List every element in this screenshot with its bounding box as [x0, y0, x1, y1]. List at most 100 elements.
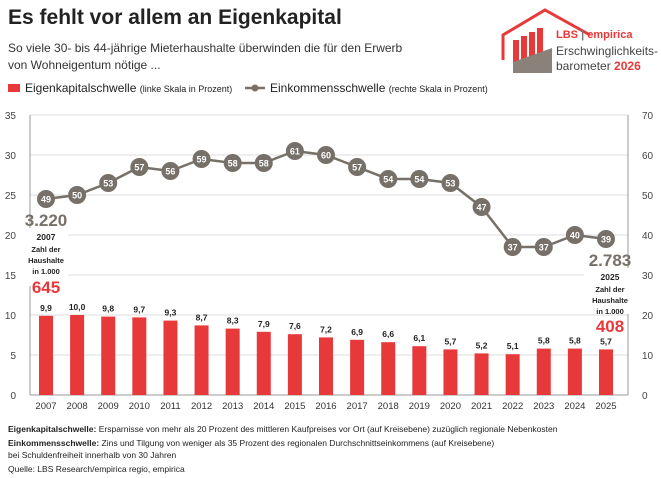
legend-label-ek: Eigenkapitalschwelle (linke Skala in Pro…	[25, 81, 232, 95]
bar	[567, 348, 582, 395]
x-tick-label: 2018	[378, 401, 399, 412]
bar-value-label: 6,1	[413, 333, 425, 343]
line-point	[285, 142, 304, 160]
line-point-label: 61	[290, 147, 300, 157]
svg-text:2025: 2025	[601, 272, 620, 282]
bar-value-label: 5,7	[600, 336, 612, 346]
x-tick-label: 2019	[409, 401, 430, 412]
y-right-tick-label: 0	[642, 391, 648, 402]
line-point-label: 58	[259, 159, 269, 169]
y-left-tick-label: 25	[5, 191, 17, 202]
bar-value-label: 8,3	[227, 316, 239, 326]
legend-bar-swatch	[8, 84, 20, 92]
x-tick-label: 2013	[222, 401, 243, 412]
bar	[194, 325, 209, 395]
line-point-label: 37	[539, 243, 549, 253]
line-point-label: 39	[601, 235, 611, 245]
bar	[381, 342, 396, 395]
bar	[505, 354, 520, 395]
bar	[443, 349, 458, 395]
x-tick-label: 2017	[347, 401, 368, 412]
line-point	[130, 158, 149, 176]
footnotes: Eigenkapitalschwelle: Ersparnisse von me…	[8, 424, 558, 474]
bar-value-label: 7,9	[258, 319, 270, 329]
bar	[39, 315, 53, 395]
line-point	[192, 150, 211, 168]
bar	[536, 348, 551, 395]
line-point	[99, 174, 118, 192]
x-tick-label: 2008	[67, 401, 88, 412]
logo: LBS | empirica Erschwinglichkeits- barom…	[501, 8, 658, 73]
line-point	[379, 170, 398, 188]
x-tick-label: 2020	[440, 401, 461, 412]
bar-value-label: 9,7	[133, 304, 145, 314]
svg-text:645: 645	[32, 278, 60, 297]
chart-title: Es fehlt vor allem an Eigenkapital	[8, 6, 342, 29]
line-point-label: 37	[508, 243, 518, 253]
y-left-tick-label: 35	[5, 111, 17, 122]
line-point-label: 54	[414, 175, 424, 185]
y-left-tick-label: 20	[5, 231, 17, 242]
bar-value-label: 5,8	[538, 336, 550, 346]
line-point	[472, 198, 491, 216]
line-point	[317, 146, 335, 164]
x-tick-label: 2009	[98, 401, 119, 412]
line-point	[37, 190, 55, 208]
bar	[225, 328, 240, 395]
bar-value-label: 9,9	[40, 303, 52, 313]
bar-value-label: 5,7	[445, 336, 457, 346]
line-point-label: 50	[72, 191, 82, 201]
x-tick-label: 2012	[191, 401, 212, 412]
x-tick-label: 2022	[502, 401, 523, 412]
line-point	[161, 162, 180, 180]
svg-text:Zahl der: Zahl der	[31, 245, 60, 254]
x-tick-label: 2011	[160, 401, 180, 412]
subtitle-line-2: von Wohneigentum nötige ...	[8, 58, 161, 72]
line-point-label: 40	[570, 231, 580, 241]
svg-text:408: 408	[596, 317, 624, 336]
bar	[256, 331, 271, 395]
svg-text:Einkommensschwelle: Zins und T: Einkommensschwelle: Zins und Tilgung von…	[8, 438, 494, 448]
bar-value-label: 9,3	[165, 308, 177, 318]
bar-value-label: 7,6	[289, 321, 301, 331]
x-tick-label: 2010	[129, 401, 150, 412]
line-point-label: 49	[41, 195, 51, 205]
annotation-start: 3.220 2007 Zahl der Haushalte in 1.000 6…	[22, 211, 68, 297]
bar	[474, 353, 489, 395]
line-point	[565, 226, 584, 244]
y-right-tick-label: 20	[642, 311, 654, 322]
line-point	[223, 154, 242, 172]
line-point-label: 56	[165, 167, 175, 177]
x-tick-label: 2016	[315, 401, 336, 412]
annotation-end: 2.783 2025 Zahl der Haushalte in 1.000 4…	[584, 251, 631, 336]
line-point-label: 54	[383, 175, 393, 185]
x-tick-label: 2024	[564, 401, 585, 412]
bar	[412, 346, 427, 395]
svg-text:in 1.000: in 1.000	[596, 307, 624, 316]
bar	[101, 316, 116, 395]
bar	[70, 315, 85, 395]
bar-value-label: 5,1	[507, 341, 519, 351]
svg-text:LBS | empirica: LBS | empirica	[556, 29, 633, 41]
bar-value-label: 5,8	[569, 336, 581, 346]
bar-value-label: 9,8	[102, 304, 114, 314]
y-right-tick-label: 40	[642, 231, 654, 242]
line-point-label: 59	[197, 155, 207, 165]
line-point	[68, 186, 87, 204]
y-right-tick-label: 60	[642, 151, 654, 162]
y-right-tick-label: 30	[642, 271, 654, 282]
svg-text:3.220: 3.220	[25, 211, 68, 230]
svg-text:Quelle: LBS Research/empirica: Quelle: LBS Research/empirica regio, emp…	[8, 464, 185, 474]
line-point	[597, 230, 615, 248]
bar-value-label: 8,7	[196, 312, 208, 322]
x-tick-label: 2021	[471, 401, 492, 412]
svg-text:Zahl der: Zahl der	[595, 285, 624, 294]
svg-text:Eigenkapitalschwelle: Ersparni: Eigenkapitalschwelle: Ersparnisse von me…	[8, 424, 558, 434]
line-point-label: 57	[134, 163, 144, 173]
y-left-tick-label: 5	[10, 351, 16, 362]
svg-text:2.783: 2.783	[589, 251, 632, 270]
line-point	[534, 238, 553, 256]
x-tick-label: 2023	[533, 401, 554, 412]
line-point-label: 47	[477, 203, 487, 213]
svg-text:Erschwinglichkeits-: Erschwinglichkeits-	[556, 44, 658, 58]
